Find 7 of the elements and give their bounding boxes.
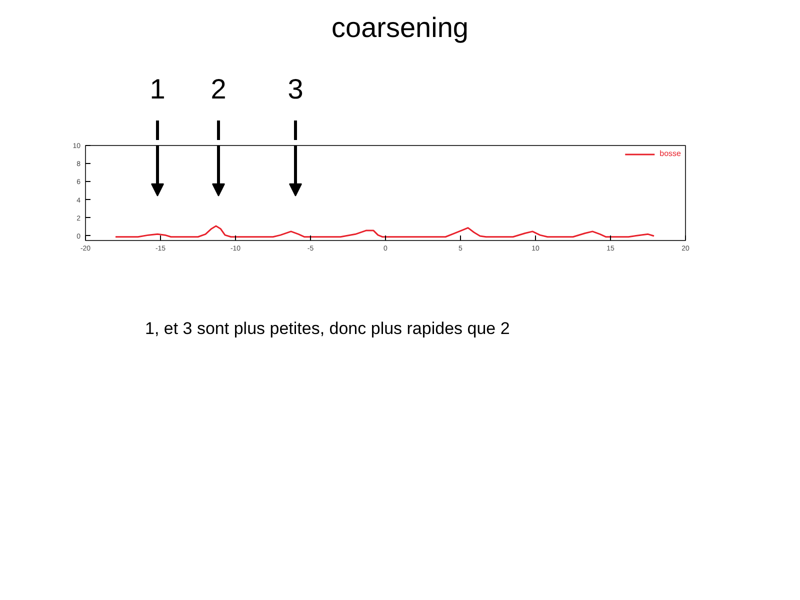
- line-series: [114, 225, 655, 238]
- text: 1, et 3 sont plus petites, donc plus rapides que 2: [145, 318, 510, 340]
- chart-title: coarsening: [332, 11, 468, 45]
- text: 2: [210, 74, 226, 104]
- legend-label: bosse: [660, 149, 681, 158]
- text: 1: [150, 74, 166, 104]
- text: 3: [288, 74, 304, 104]
